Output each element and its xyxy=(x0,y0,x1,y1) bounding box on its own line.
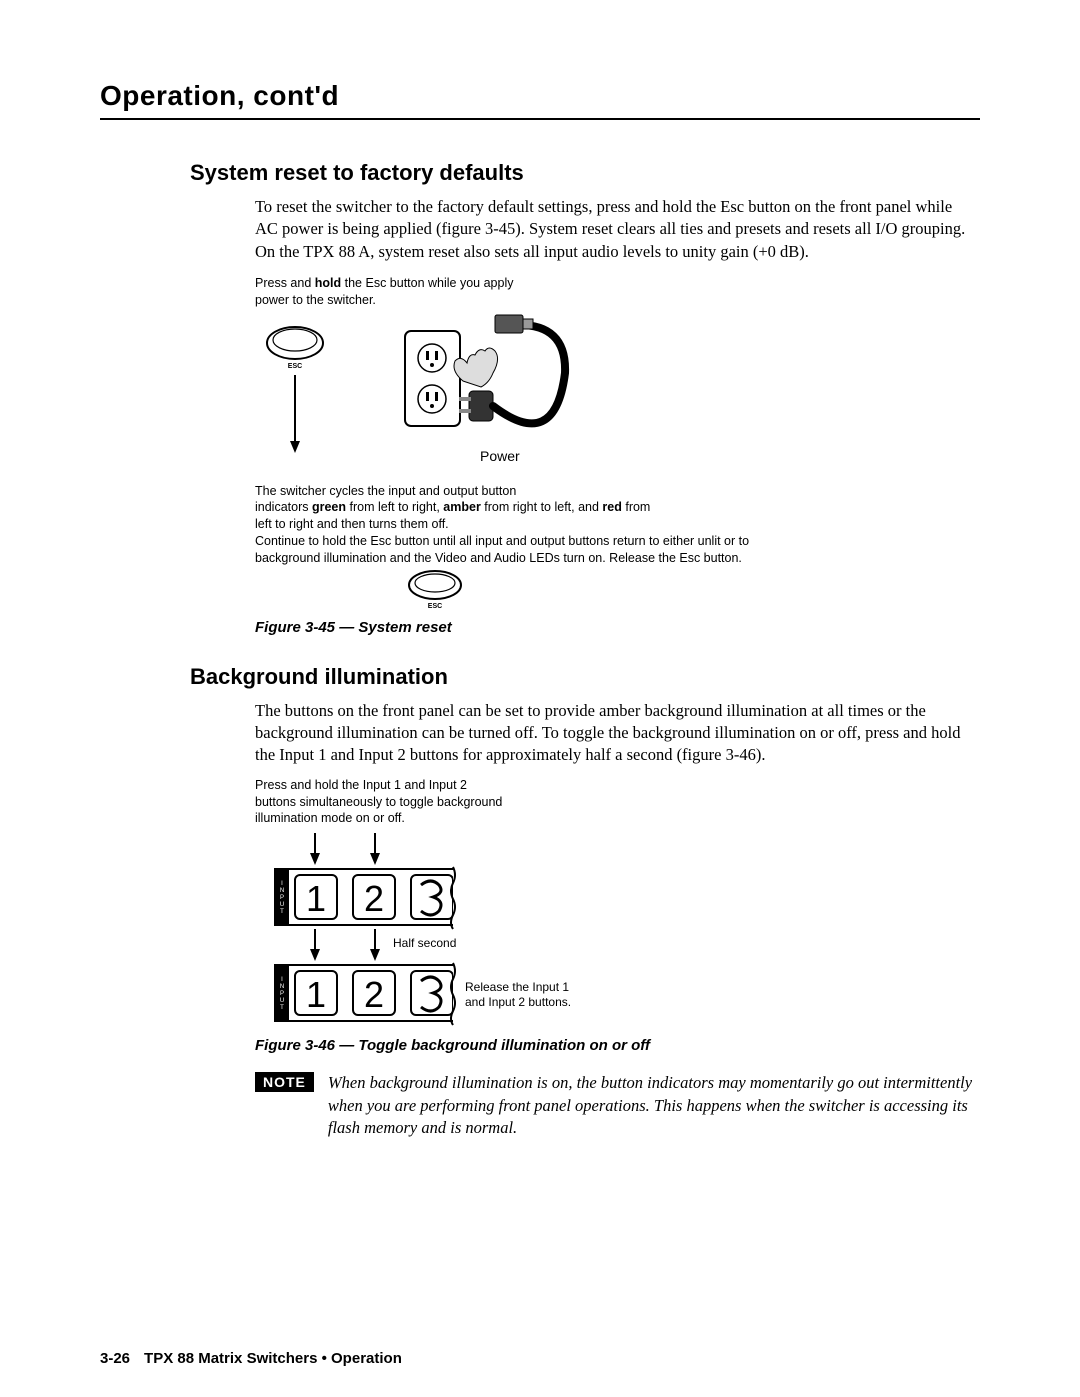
page-footer: 3-26 TPX 88 Matrix Switchers • Operation xyxy=(100,1350,402,1367)
svg-text:N: N xyxy=(280,984,284,990)
fig45-caption: Figure 3-45 — System reset xyxy=(255,619,980,636)
svg-text:Half second: Half second xyxy=(393,936,456,950)
fig46-caption: Figure 3-46 — Toggle background illumina… xyxy=(255,1037,980,1054)
svg-text:P: P xyxy=(280,991,284,997)
chapter-title: Operation, cont'd xyxy=(100,80,980,112)
note-text: When background illumination is on, the … xyxy=(328,1072,980,1139)
chapter-rule xyxy=(100,118,980,120)
fig45-bottom-l1: The switcher cycles the input and output… xyxy=(255,484,516,498)
footer-title: TPX 88 Matrix Switchers • Operation xyxy=(144,1350,402,1367)
fig45-bottom-l2c: from right to left, and xyxy=(481,500,603,514)
svg-text:U: U xyxy=(280,998,284,1004)
fig45-bottom-green: green xyxy=(312,500,346,514)
fig46-release-l1: Release the Input 1 xyxy=(465,980,569,994)
section-background-illum-body: The buttons on the front panel can be se… xyxy=(255,700,970,767)
power-label: Power xyxy=(480,448,520,464)
fig45-bottom-l2b: from left to right, xyxy=(346,500,443,514)
svg-text:2: 2 xyxy=(364,974,384,1015)
fig45-bottom-l4: Continue to hold the Esc button until al… xyxy=(255,534,749,565)
fig46-release-l2: and Input 2 buttons. xyxy=(465,995,571,1009)
fig45-bottom-amber: amber xyxy=(443,500,481,514)
fig45-diagram: ESC Powe xyxy=(255,313,675,483)
svg-text:T: T xyxy=(280,909,284,915)
svg-text:P: P xyxy=(280,895,284,901)
svg-text:2: 2 xyxy=(364,878,384,919)
svg-text:ESC: ESC xyxy=(428,603,442,610)
fig46-diagram: I N P U T 1 2 Half second I N xyxy=(255,829,695,1029)
section-system-reset-body: To reset the switcher to the factory def… xyxy=(255,196,970,263)
fig45-instr-top-prefix: Press and xyxy=(255,276,315,290)
section-system-reset-title: System reset to factory defaults xyxy=(190,160,980,186)
esc-label-top: ESC xyxy=(288,363,302,370)
note-block: NOTE When background illumination is on,… xyxy=(255,1072,980,1139)
svg-text:T: T xyxy=(280,1005,284,1011)
note-badge: NOTE xyxy=(255,1072,314,1092)
power-plug-icon xyxy=(454,315,565,423)
fig46-instr-prefix: Press and xyxy=(255,778,315,792)
fig45-esc-bottom: ESC xyxy=(395,567,595,611)
section-background-illum-title: Background illumination xyxy=(190,664,980,690)
svg-text:U: U xyxy=(280,902,284,908)
page-number: 3-26 xyxy=(100,1350,130,1367)
svg-text:N: N xyxy=(280,888,284,894)
fig45-instr-top-bold: hold xyxy=(315,276,341,290)
fig45-bottom-l3: left to right and then turns them off. xyxy=(255,517,449,531)
fig45-bottom-red: red xyxy=(602,500,621,514)
fig45-bottom-l2d: from xyxy=(622,500,650,514)
fig45-bottom-l2a: indicators xyxy=(255,500,312,514)
svg-text:1: 1 xyxy=(306,878,326,919)
fig46-instr-bold: hold xyxy=(315,778,339,792)
figure-3-46: Press and hold the Input 1 and Input 2 b… xyxy=(255,777,980,1030)
figure-3-45: Press and hold the Esc button while you … xyxy=(255,275,980,611)
svg-text:1: 1 xyxy=(306,974,326,1015)
